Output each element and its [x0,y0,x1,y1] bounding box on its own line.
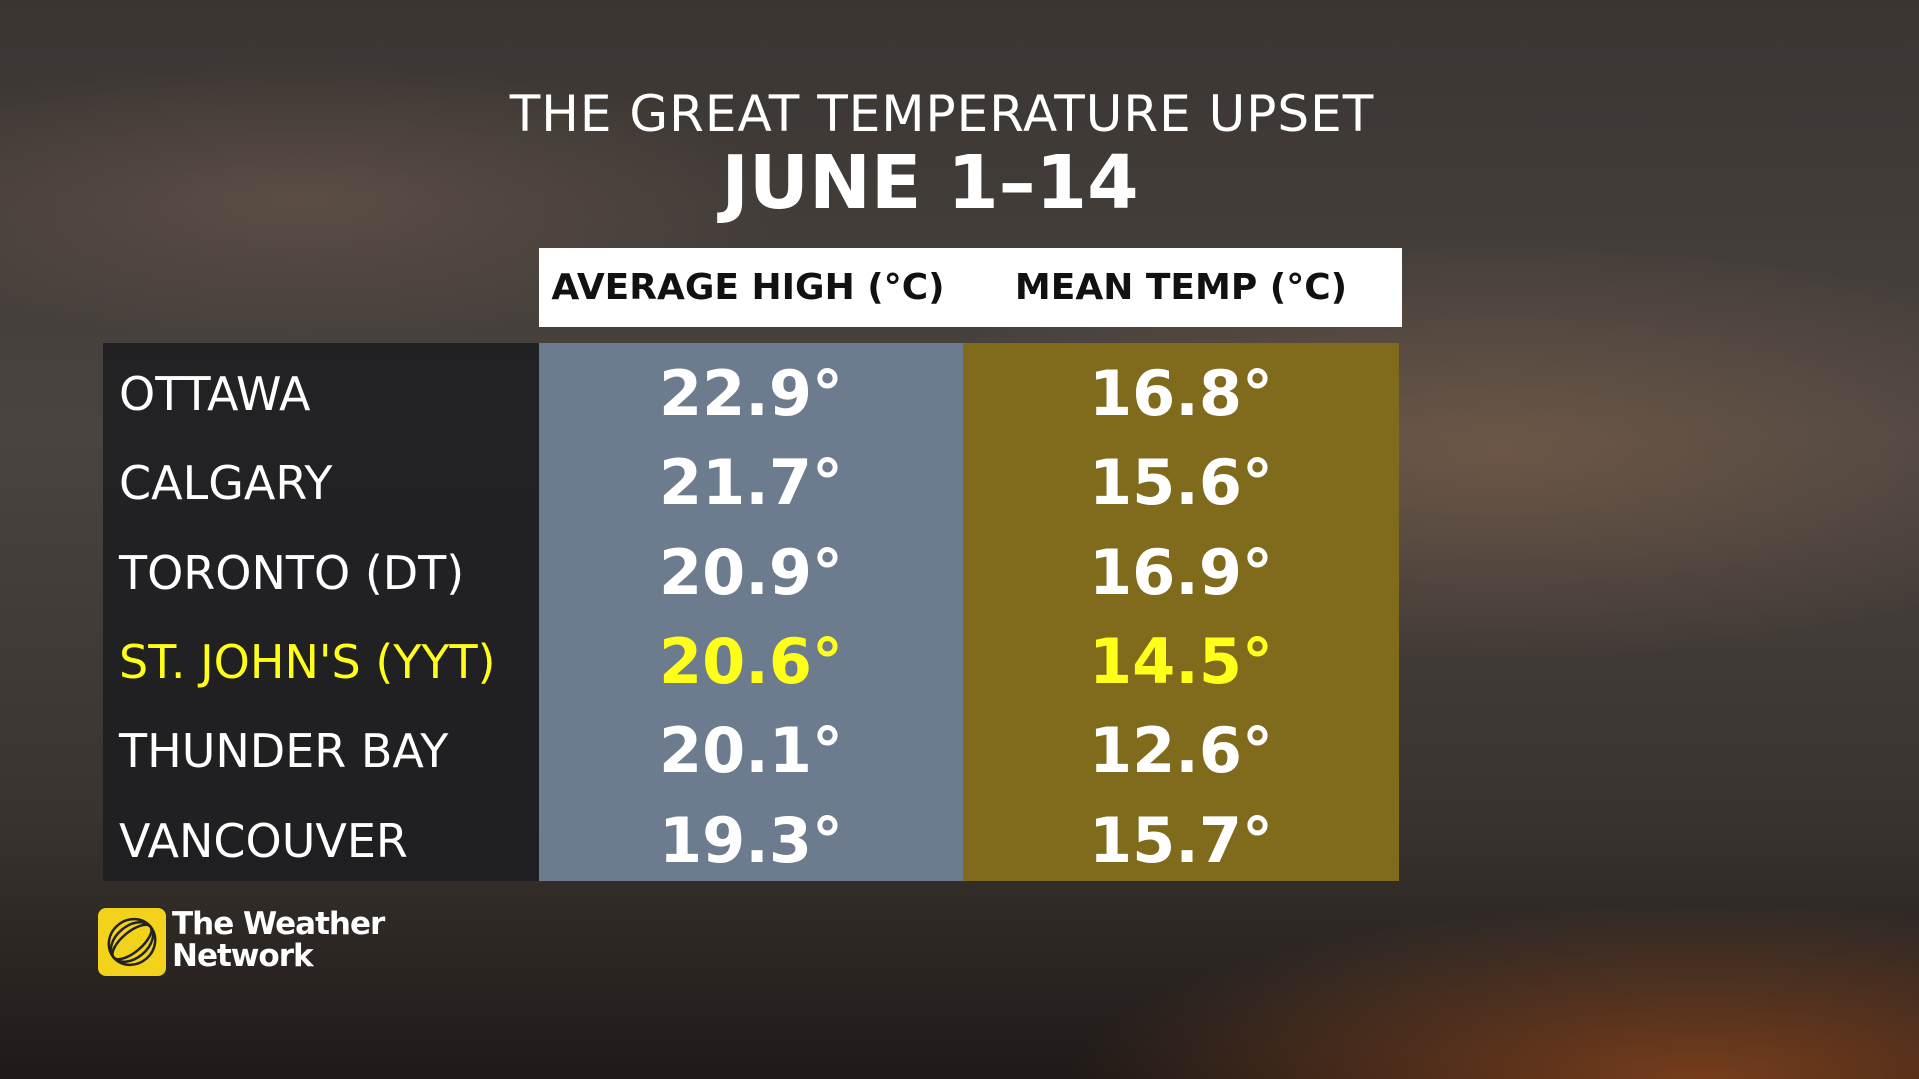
temperature-value: 15.7° [1089,803,1273,877]
average-high-column: 22.9° 21.7° 20.9° 20.6° 20.1° 19.3° [539,343,963,881]
temperature-value: 19.3° [659,803,843,877]
subtitle: JUNE 1–14 [721,140,1139,226]
temperature-value: 16.9° [1089,535,1273,609]
column-header: MEAN TEMP (°C) [1014,267,1348,308]
temperature-value: 14.5° [1089,624,1273,698]
temperature-value: 20.1° [659,714,843,788]
logo: The Weather Network [98,906,388,978]
temperature-value: 16.8° [1089,357,1273,430]
city-name: ST. JOHN'S (YYT) [119,634,496,689]
column-header: AVERAGE HIGH (°C) [551,267,945,308]
city-name: CALGARY [119,456,333,511]
city-name: OTTAWA [119,367,311,421]
mean-temp-column: 16.8° 15.6° 16.9° 14.5° 12.6° 15.7° [963,343,1399,881]
city-name: VANCOUVER [119,813,408,868]
city-name: TORONTO (DT) [119,545,465,600]
temperature-value: 20.6° [659,624,843,698]
temperature-value: 21.7° [659,446,843,520]
temperature-value: 15.6° [1089,446,1273,520]
temperature-value: 22.9° [659,357,843,430]
title: THE GREAT TEMPERATURE UPSET [509,85,1375,143]
logo-text: Network [172,938,314,974]
logo-text: The Weather [172,906,385,942]
city-name: THUNDER BAY [119,724,449,779]
temperature-value: 20.9° [659,535,843,609]
temperature-value: 12.6° [1089,714,1273,788]
name-column: OTTAWA CALGARY TORONTO (DT) ST. JOHN'S (YYT… [103,343,539,881]
logo-icon [98,908,166,976]
header-row: AVERAGE HIGH (°C) MEAN TEMP (°C) [539,248,1402,327]
